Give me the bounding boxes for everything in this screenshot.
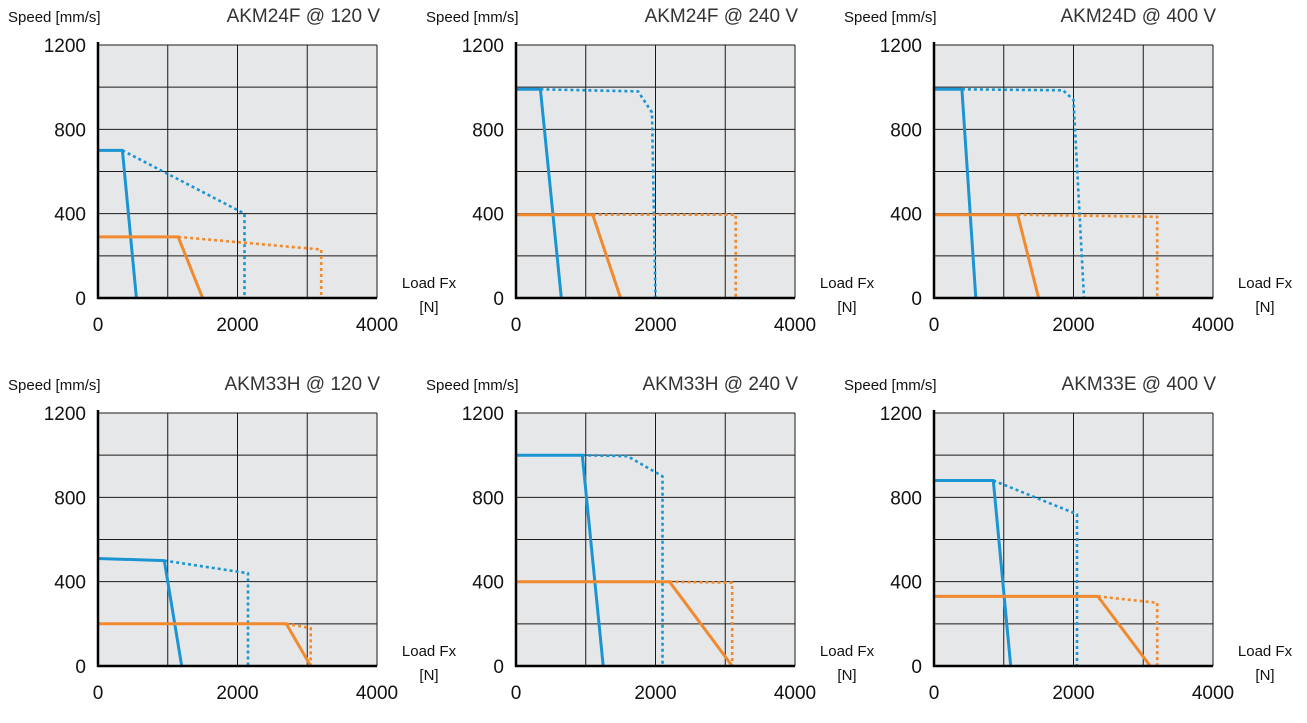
chart-svg: 0 400 800 1200 0 2000 4000 Speed [mm/s] AKM24F @…	[8, 6, 457, 336]
x-tick-label: 0	[511, 683, 522, 704]
chart-svg: 0 400 800 1200 0 2000 4000 Speed [mm/s] AKM24F @…	[426, 6, 875, 336]
chart-panel: 0 400 800 1200 0 2000 4000 Speed [mm/s] AKM33H @…	[420, 368, 875, 723]
y-tick-label: 1200	[880, 404, 922, 425]
blue-dotted-series-line	[582, 453, 664, 666]
y-axis-label: Speed [mm/s]	[426, 9, 519, 26]
x-tick-label: 2000	[1052, 683, 1094, 704]
x-tick-label: 2000	[216, 683, 258, 704]
y-tick-label: 400	[472, 205, 504, 226]
x-tick-label: 2000	[634, 315, 676, 336]
x-tick-label: 0	[93, 315, 104, 336]
blue-dotted-series-line	[540, 88, 657, 299]
y-tick-label: 800	[890, 120, 922, 141]
y-tick-label: 400	[54, 205, 86, 226]
x-axis-unit: [N]	[419, 299, 438, 316]
y-tick-label: 0	[911, 289, 922, 310]
y-tick-label: 800	[472, 120, 504, 141]
x-axis-unit: [N]	[1255, 299, 1274, 316]
x-tick-label: 4000	[774, 315, 816, 336]
x-tick-label: 4000	[1192, 683, 1234, 704]
x-tick-label: 0	[929, 683, 940, 704]
y-axis-label: Speed [mm/s]	[8, 377, 101, 394]
blue-dotted-series-line	[164, 559, 250, 666]
y-tick-label: 0	[493, 289, 504, 310]
y-tick-label: 800	[890, 488, 922, 509]
y-tick-label: 800	[54, 120, 86, 141]
chart-title: AKM24F @ 120 V	[227, 6, 381, 27]
x-axis-unit: [N]	[837, 667, 856, 684]
chart-title: AKM24D @ 400 V	[1060, 6, 1216, 27]
orange-dotted-series-line	[178, 235, 323, 298]
x-tick-label: 0	[511, 315, 522, 336]
blue-solid-series-line	[934, 479, 1013, 667]
chart-panel: 0 400 800 1200 0 2000 4000 Speed [mm/s] AKM33E @…	[838, 368, 1293, 723]
x-axis-label: Load Fx	[1238, 275, 1293, 292]
chart-title: AKM24F @ 240 V	[645, 6, 799, 27]
blue-dotted-series-line	[121, 149, 246, 298]
y-tick-label: 1200	[880, 36, 922, 57]
orange-solid-series-line	[98, 622, 312, 667]
y-tick-label: 0	[75, 289, 86, 310]
chart-svg: 0 400 800 1200 0 2000 4000 Speed [mm/s] AKM33H @…	[426, 374, 875, 704]
x-tick-label: 2000	[216, 315, 258, 336]
x-axis-unit: [N]	[837, 299, 856, 316]
y-tick-label: 1200	[462, 36, 504, 57]
y-axis-label: Speed [mm/s]	[844, 377, 937, 394]
x-tick-label: 4000	[356, 683, 398, 704]
x-tick-label: 2000	[1052, 315, 1094, 336]
chart-svg: 0 400 800 1200 0 2000 4000 Speed [mm/s] AKM33E @…	[844, 374, 1293, 704]
y-tick-label: 800	[472, 488, 504, 509]
x-axis-label: Load Fx	[402, 275, 457, 292]
chart-panel: 0 400 800 1200 0 2000 4000 Speed [mm/s] AKM24F @…	[420, 0, 875, 355]
chart-title: AKM33H @ 120 V	[224, 374, 380, 395]
y-tick-label: 0	[911, 657, 922, 678]
y-tick-label: 1200	[44, 404, 86, 425]
x-axis-unit: [N]	[419, 667, 438, 684]
orange-dotted-series-line	[592, 213, 738, 298]
x-tick-label: 4000	[774, 683, 816, 704]
chart-panel: 0 400 800 1200 0 2000 4000 Speed [mm/s] AKM24F @…	[2, 0, 457, 355]
y-tick-label: 0	[493, 657, 504, 678]
x-tick-label: 0	[93, 683, 104, 704]
blue-dotted-series-line	[961, 88, 1086, 299]
chart-panel: 0 400 800 1200 0 2000 4000 Speed [mm/s] AKM33H @…	[2, 368, 457, 723]
y-tick-label: 1200	[44, 36, 86, 57]
x-tick-label: 4000	[356, 315, 398, 336]
chart-svg: 0 400 800 1200 0 2000 4000 Speed [mm/s] AKM24D @…	[844, 6, 1293, 336]
chart-svg: 0 400 800 1200 0 2000 4000 Speed [mm/s] AKM33H @…	[8, 374, 457, 704]
y-tick-label: 400	[890, 205, 922, 226]
y-tick-label: 400	[54, 573, 86, 594]
orange-dotted-series-line	[1097, 595, 1159, 666]
chart-title: AKM33H @ 240 V	[642, 374, 798, 395]
chart-panel: 0 400 800 1200 0 2000 4000 Speed [mm/s] AKM24D @…	[838, 0, 1293, 355]
x-tick-label: 0	[929, 315, 940, 336]
orange-dotted-series-line	[1017, 213, 1159, 298]
y-tick-label: 400	[472, 573, 504, 594]
x-axis-label: Load Fx	[402, 643, 457, 660]
y-tick-label: 800	[54, 488, 86, 509]
y-axis-label: Speed [mm/s]	[426, 377, 519, 394]
x-axis-label: Load Fx	[820, 643, 875, 660]
y-axis-label: Speed [mm/s]	[844, 9, 937, 26]
orange-dotted-series-line	[286, 622, 313, 666]
chart-title: AKM33E @ 400 V	[1062, 374, 1217, 395]
y-tick-label: 400	[890, 573, 922, 594]
x-axis-unit: [N]	[1255, 667, 1274, 684]
x-tick-label: 2000	[634, 683, 676, 704]
x-tick-label: 4000	[1192, 315, 1234, 336]
blue-dotted-series-line	[992, 479, 1079, 666]
y-axis-label: Speed [mm/s]	[8, 9, 101, 26]
x-axis-label: Load Fx	[1238, 643, 1293, 660]
x-axis-label: Load Fx	[820, 275, 875, 292]
orange-dotted-series-line	[669, 580, 734, 666]
blue-solid-series-line	[97, 557, 184, 667]
y-tick-label: 1200	[462, 404, 504, 425]
blue-solid-series-line	[516, 453, 605, 667]
y-tick-label: 0	[75, 657, 86, 678]
